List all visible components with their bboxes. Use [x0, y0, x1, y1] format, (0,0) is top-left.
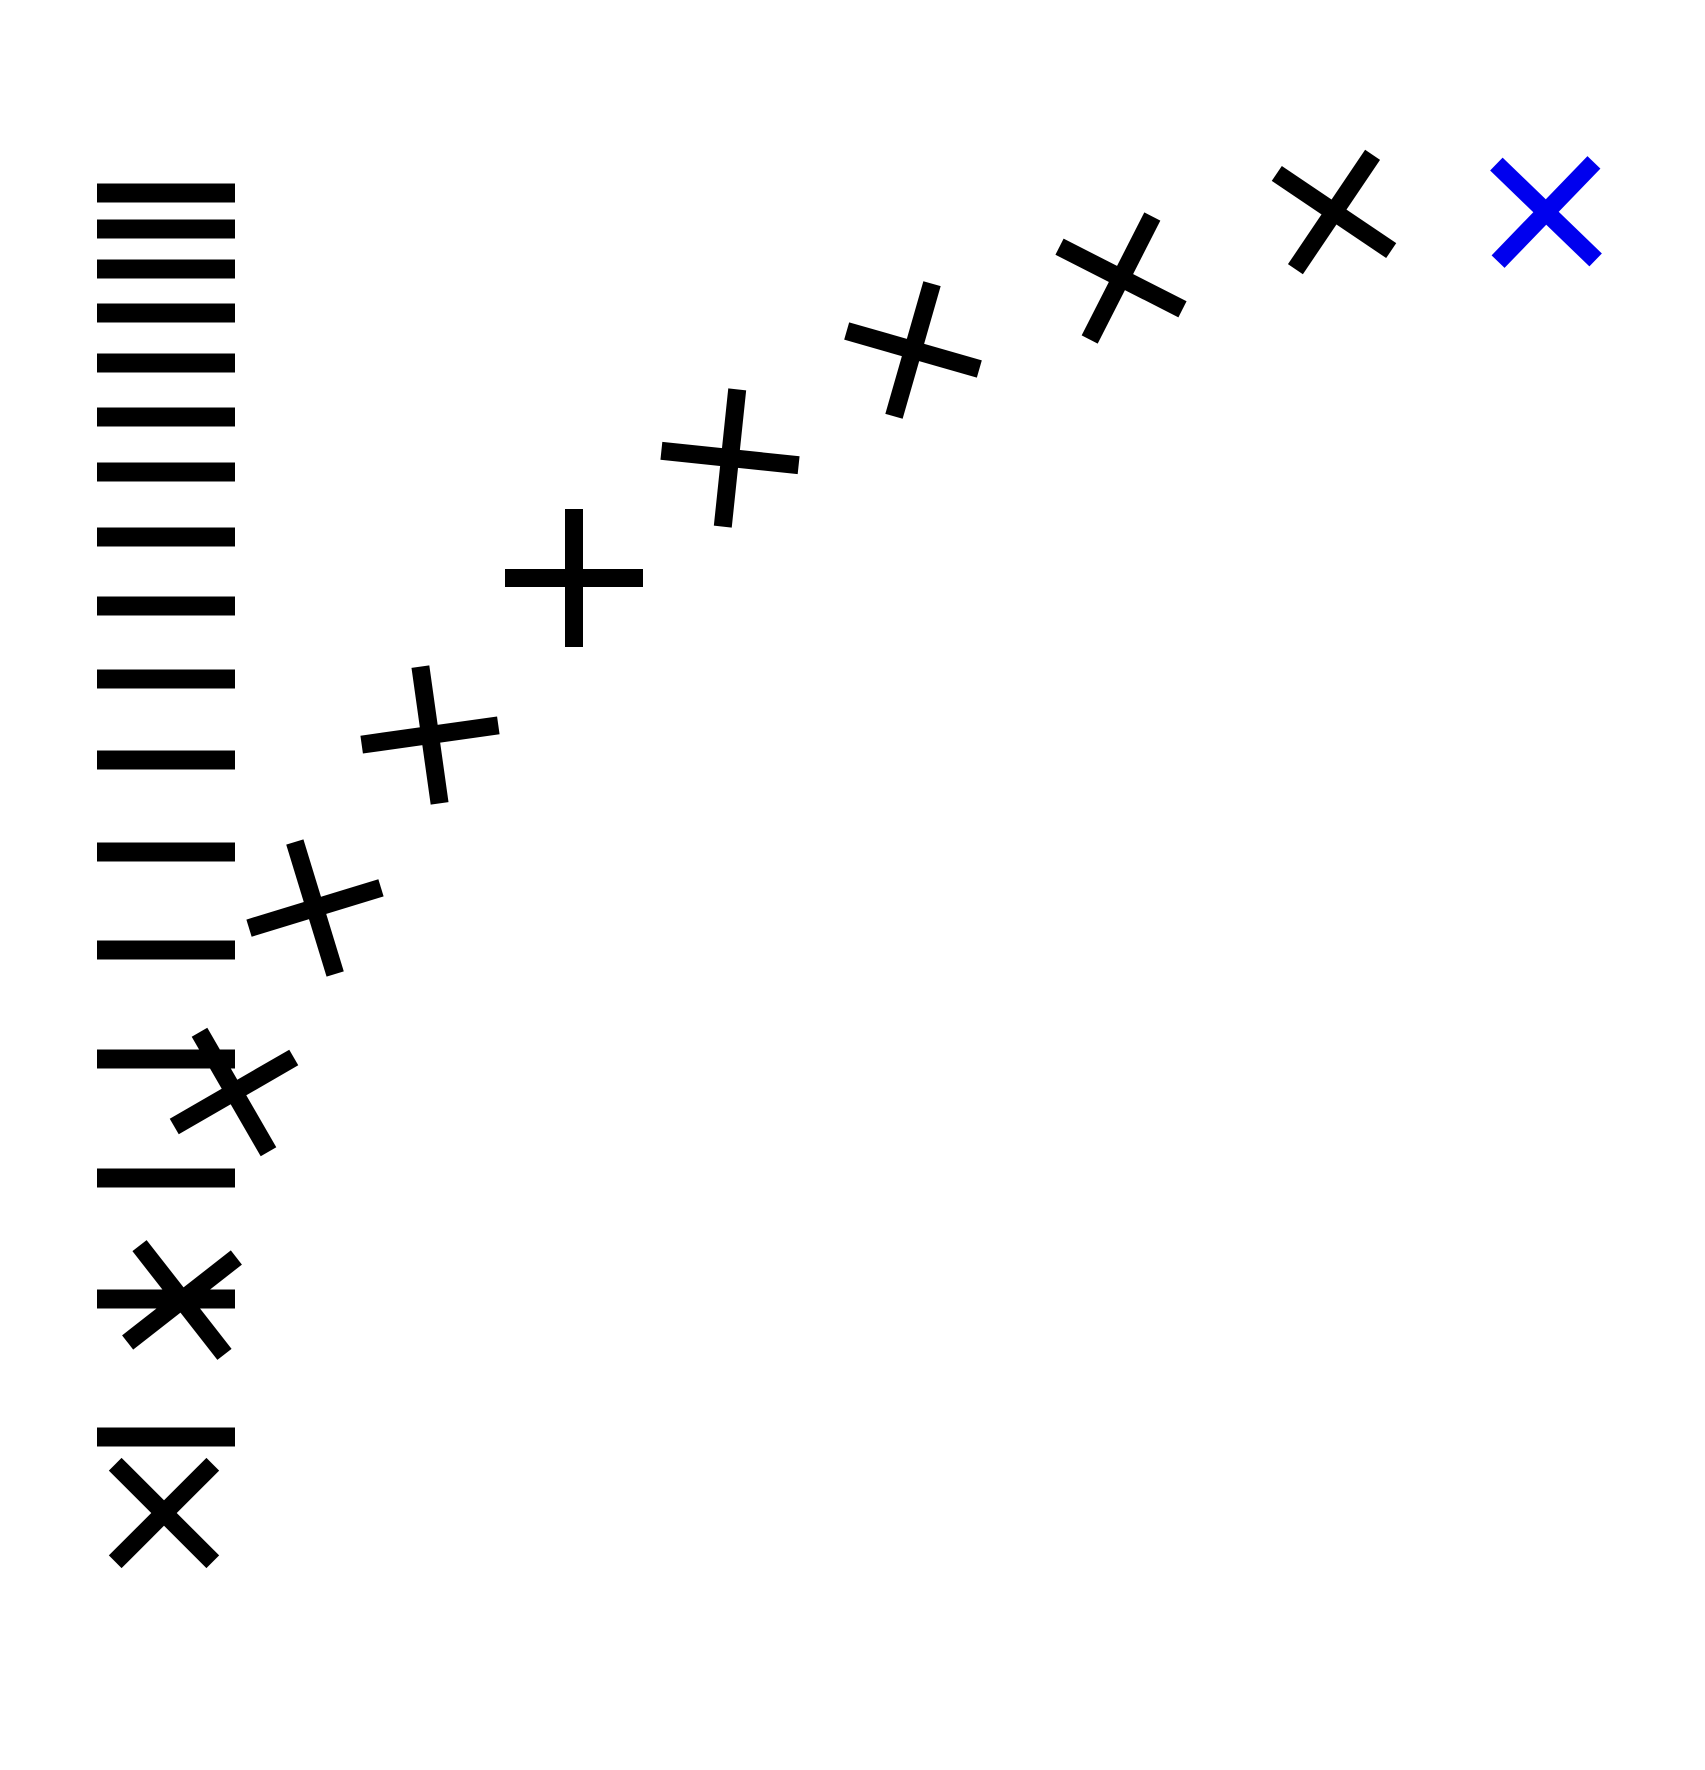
- dash-mark: [97, 303, 235, 323]
- dash-mark: [97, 527, 235, 547]
- dash-mark: [97, 259, 235, 279]
- dash-mark: [97, 462, 235, 482]
- cross-glyph: [1055, 212, 1187, 344]
- dash-mark: [97, 407, 235, 427]
- dash-mark: [97, 1427, 235, 1447]
- dash-mark: [97, 1168, 235, 1188]
- dash-mark: [97, 1049, 235, 1069]
- cross-glyph: [660, 388, 800, 528]
- dash-column: [97, 183, 235, 1447]
- glyph-stroke-b: [1490, 157, 1602, 267]
- dash-mark: [97, 596, 235, 616]
- cross-glyph: [122, 1240, 242, 1360]
- dash-mark: [97, 183, 235, 203]
- dash-mark: [97, 842, 235, 862]
- glyph-stroke-b: [169, 1049, 299, 1135]
- glyph-stroke-b: [360, 716, 500, 754]
- glyph-stroke-b: [844, 322, 982, 378]
- cross-glyph: [844, 281, 982, 419]
- glyph-stroke-b: [108, 1457, 220, 1569]
- cross-glyph: [108, 1457, 220, 1569]
- glyph-stroke-b: [660, 441, 800, 475]
- cross-glyph: [360, 665, 500, 805]
- cross-glyph: [246, 839, 384, 977]
- glyph-arc: [108, 149, 1602, 1569]
- glyph-stroke-b: [1055, 238, 1187, 318]
- dash-mark: [97, 750, 235, 770]
- dash-mark: [97, 940, 235, 960]
- highlighted-cross-glyph: [1490, 156, 1602, 268]
- dash-mark: [97, 669, 235, 689]
- cross-glyph: [1271, 149, 1397, 275]
- cross-glyph: [505, 509, 643, 647]
- glyph-stroke-b: [246, 879, 384, 937]
- glyph-stroke-b: [122, 1250, 242, 1350]
- glyph-stroke-b: [1271, 165, 1397, 259]
- cross-glyph: [169, 1027, 299, 1157]
- dash-mark: [97, 353, 235, 373]
- dash-mark: [97, 219, 235, 239]
